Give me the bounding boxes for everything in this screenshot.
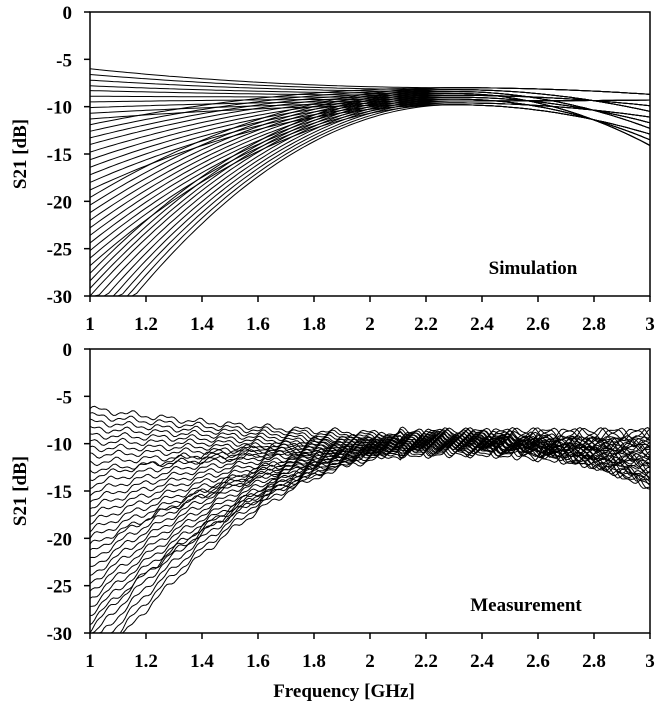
x-tick-label: 2 — [365, 314, 375, 335]
x-tick-label: 2.2 — [414, 314, 438, 335]
x-tick-label: 2.6 — [526, 651, 550, 672]
x-tick-label: 2.6 — [526, 314, 550, 335]
measurement-label: Measurement — [470, 595, 582, 616]
y-tick-label: -15 — [47, 482, 72, 503]
series-line — [89, 444, 650, 626]
series-line — [89, 99, 651, 251]
x-tick-label: 1.2 — [134, 314, 158, 335]
measurement-panel: 0 -5 -10 -15 -20 -25 -30 1 1.2 1.4 1.6 1.8 2 2.2 2.4 2… — [10, 340, 655, 702]
measurement-y-ticks: 0 -5 -10 -15 -20 -25 -30 — [47, 340, 90, 645]
series-line — [89, 435, 651, 607]
x-tick-label: 1 — [85, 651, 95, 672]
x-axis-title: Frequency [GHz] — [273, 681, 415, 702]
y-tick-label: -10 — [47, 98, 72, 119]
series-line — [89, 87, 651, 274]
simulation-x-ticks: 1 1.2 1.4 1.6 1.8 2 2.2 2.4 2.6 2.8 3 — [85, 296, 655, 335]
series-line — [90, 99, 651, 297]
y-tick-label: -10 — [47, 435, 72, 456]
x-tick-label: 2.2 — [414, 651, 438, 672]
series-line — [90, 429, 651, 634]
x-tick-label: 1.6 — [246, 314, 270, 335]
y-tick-label: -15 — [47, 145, 72, 166]
simulation-label: Simulation — [489, 258, 578, 279]
series-line — [89, 89, 651, 282]
y-tick-label: -25 — [47, 577, 72, 598]
series-line — [90, 437, 651, 634]
x-tick-label: 2.4 — [470, 314, 494, 335]
x-tick-label: 2.8 — [582, 651, 606, 672]
simulation-plot-frame — [89, 11, 651, 297]
y-tick-label: -25 — [47, 240, 72, 261]
measurement-x-ticks: 1 1.2 1.4 1.6 1.8 2 2.2 2.4 2.6 2.8 3 — [85, 633, 655, 672]
y-tick-label: -5 — [56, 50, 72, 71]
series-line — [89, 98, 651, 244]
series-line — [90, 435, 651, 634]
simulation-series-group — [89, 68, 651, 297]
y-tick-label: -5 — [56, 387, 72, 408]
x-tick-label: 1.4 — [190, 651, 214, 672]
simulation-y-ticks: 0 -5 -10 -15 -20 -25 -30 — [47, 3, 90, 308]
x-tick-label: 1.8 — [302, 651, 326, 672]
series-line — [90, 104, 651, 297]
x-tick-label: 1 — [85, 314, 95, 335]
x-tick-label: 3 — [645, 314, 655, 335]
series-line — [90, 102, 651, 297]
series-line — [90, 98, 651, 297]
series-line — [89, 427, 651, 634]
series-line — [89, 92, 651, 297]
series-line — [89, 427, 651, 482]
series-line — [89, 442, 651, 617]
measurement-y-axis-title: S21 [dB] — [10, 456, 31, 526]
simulation-y-axis-title: S21 [dB] — [10, 119, 31, 189]
y-tick-label: 0 — [63, 3, 73, 24]
y-tick-label: -20 — [47, 529, 72, 550]
x-tick-label: 1.4 — [190, 314, 214, 335]
simulation-panel: 0 -5 -10 -15 -20 -25 -30 1 1.2 1.4 1.6 1.8 2 2.2 2.4 2… — [10, 3, 655, 335]
x-tick-label: 2 — [365, 651, 375, 672]
x-tick-label: 2.8 — [582, 314, 606, 335]
y-tick-label: 0 — [63, 340, 73, 361]
y-tick-label: -20 — [47, 192, 72, 213]
x-tick-label: 1.2 — [134, 651, 158, 672]
series-line — [90, 433, 651, 634]
series-line — [90, 94, 651, 297]
x-tick-label: 1.8 — [302, 314, 326, 335]
y-tick-label: -30 — [47, 624, 72, 645]
series-line — [89, 102, 651, 259]
x-tick-label: 1.6 — [246, 651, 270, 672]
series-line — [90, 96, 651, 297]
x-tick-label: 3 — [645, 651, 655, 672]
measurement-plot-frame — [89, 348, 651, 634]
measurement-series-group — [89, 405, 651, 634]
x-tick-label: 2.4 — [470, 651, 494, 672]
series-line — [89, 91, 651, 289]
y-tick-label: -30 — [47, 287, 72, 308]
